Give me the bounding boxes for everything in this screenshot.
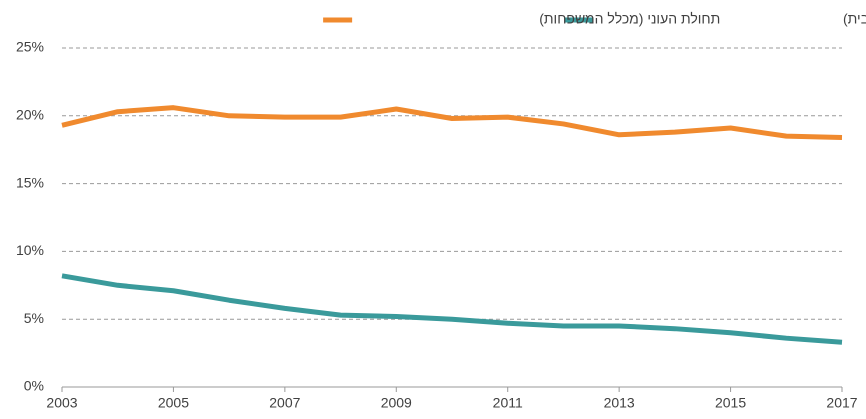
y-tick-label: 20% [16, 107, 44, 123]
series-line [61, 105, 843, 140]
legend-label: תחולת העוני (מכלל המשפחות) [539, 11, 720, 27]
x-tick-label: 2009 [381, 395, 412, 411]
y-tick-label: 25% [16, 39, 44, 55]
x-tick-label: 2003 [46, 395, 77, 411]
y-tick-label: 15% [16, 174, 44, 190]
x-tick-label: 2005 [158, 395, 189, 411]
x-tick-label: 2011 [493, 395, 523, 411]
x-tick-label: 2013 [604, 395, 635, 411]
y-tick-label: 0% [24, 378, 44, 394]
y-tick-label: 5% [24, 310, 44, 326]
x-tick-label: 2007 [269, 395, 300, 411]
series-line [61, 273, 843, 345]
y-tick-label: 10% [16, 242, 44, 258]
x-tick-label: 2017 [826, 395, 857, 411]
legend-label: מקבלי הבטחת הכנסה (מכלל משקי הבית) [843, 11, 866, 27]
x-tick-label: 2015 [715, 395, 746, 411]
